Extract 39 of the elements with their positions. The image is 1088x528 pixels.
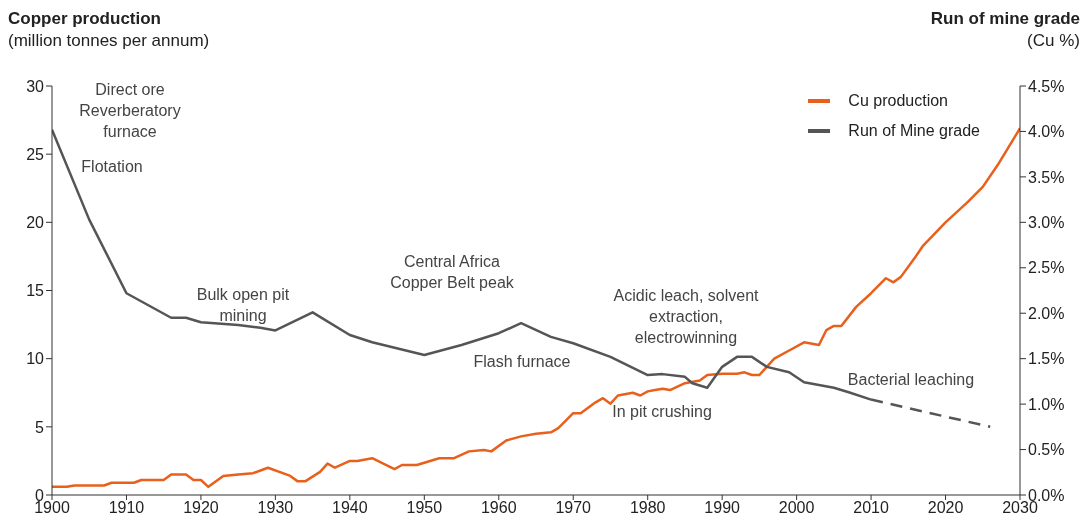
annotation: Central Africa Copper Belt peak	[390, 252, 514, 293]
y-tick-label: 15	[26, 282, 45, 300]
x-tick-label: 1950	[406, 499, 443, 517]
x-tick-label: 2010	[853, 499, 889, 517]
annotation: Acidic leach, solvent extraction, electrowinning	[613, 285, 759, 348]
annotation: Flash furnace	[473, 351, 571, 372]
y-tick-label: 10	[26, 350, 45, 368]
y-axis-title: Copper production (million tonnes per annum)	[8, 8, 210, 52]
x-tick-label: 2000	[778, 499, 815, 517]
y2-tick-label: 3.0%	[1028, 214, 1065, 232]
y2-tick-label: 3.5%	[1028, 168, 1065, 186]
annotation: Bacterial leaching	[847, 369, 975, 390]
x-tick-label: 1910	[108, 499, 145, 517]
y-tick-label: 30	[26, 77, 45, 95]
x-tick-label: 1920	[183, 499, 219, 517]
legend-label: Run of Mine grade	[848, 121, 980, 141]
x-tick-label: 1960	[480, 499, 517, 517]
y2-tick-label: 4.5%	[1028, 77, 1065, 95]
y2-tick-label: 2.0%	[1028, 304, 1065, 322]
x-tick-label: 1980	[629, 499, 666, 517]
annotation: Flotation	[81, 156, 143, 177]
y2-tick-label: 0.5%	[1028, 441, 1065, 459]
x-tick-label: 1990	[704, 499, 741, 517]
y2-tick-label: 1.0%	[1028, 395, 1065, 413]
annotation: In pit crushing	[612, 401, 712, 422]
y-tick-label: 25	[26, 145, 45, 163]
legend-label: Cu production	[848, 91, 948, 111]
y2-tick-label: 1.5%	[1028, 350, 1065, 368]
x-tick-label: 2020	[927, 499, 964, 517]
y2-tick-label: 2.5%	[1028, 259, 1065, 277]
y-tick-label: 5	[35, 418, 45, 436]
x-tick-label: 1970	[555, 499, 592, 517]
y2-axis-title: Run of mine grade (Cu %)	[930, 8, 1080, 52]
y-tick-label: 20	[26, 214, 45, 232]
annotation: Bulk open pit mining	[196, 285, 290, 326]
x-tick-label: 1940	[332, 499, 368, 517]
x-tick-label: 1930	[257, 499, 294, 517]
y2-tick-label: 4.0%	[1028, 123, 1065, 141]
annotation: Direct ore Reverberatory furnace	[79, 79, 181, 142]
